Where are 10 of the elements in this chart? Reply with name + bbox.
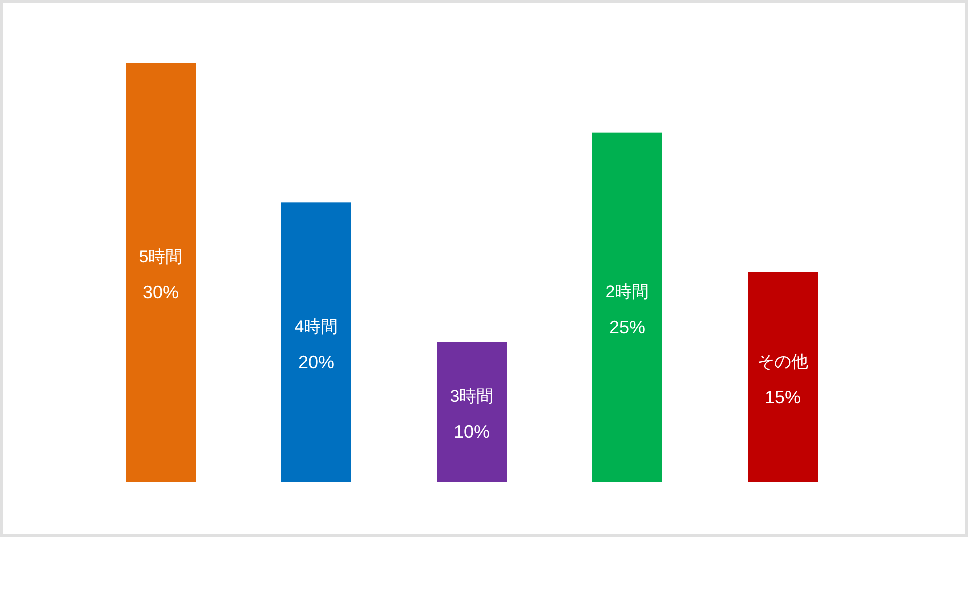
x-tick-label: 2時間 xyxy=(606,282,650,302)
data-label: 15% xyxy=(764,387,802,408)
x-tick-label: その他 xyxy=(758,352,808,372)
data-label: 10% xyxy=(454,422,490,442)
data-label: 25% xyxy=(609,317,646,338)
x-tick-label: 4時間 xyxy=(294,317,338,336)
x-tick-label: 3時間 xyxy=(450,387,494,406)
x-tick-label: 5時間 xyxy=(139,248,183,266)
data-label: 30% xyxy=(142,282,180,302)
data-label: 20% xyxy=(298,352,335,372)
